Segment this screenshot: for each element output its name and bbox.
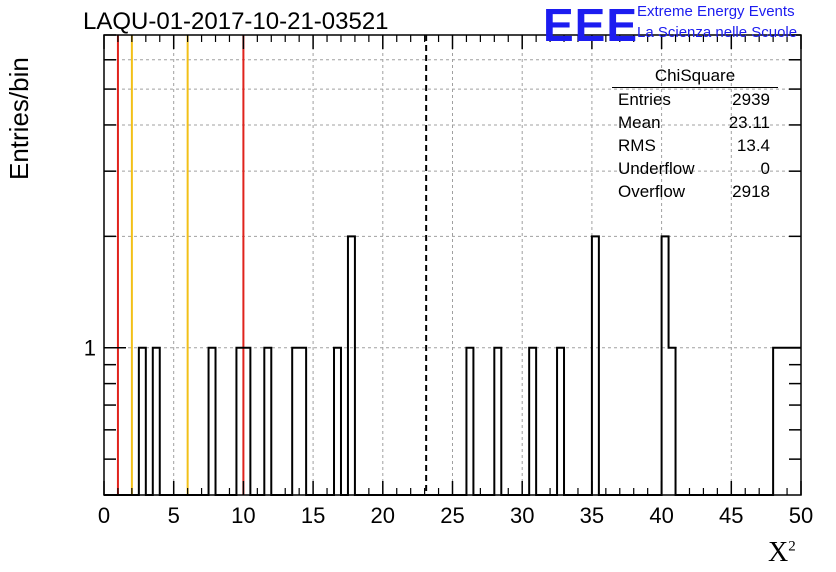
histogram-bin — [669, 348, 676, 495]
histogram-bin — [243, 348, 250, 495]
stats-label: RMS — [618, 136, 656, 155]
x-tick-label: 40 — [649, 503, 673, 528]
histogram-bin — [139, 348, 146, 495]
stats-label: Overflow — [618, 182, 686, 201]
histogram-bin — [662, 236, 669, 495]
histogram-bin — [557, 348, 564, 495]
histogram-bin — [153, 348, 160, 495]
x-axis-label-base: X — [768, 537, 789, 568]
histogram-bin — [209, 348, 216, 495]
stats-row-entries: Entries 2939 — [612, 90, 778, 113]
x-tick-label: 25 — [440, 503, 464, 528]
stats-value: 2918 — [732, 182, 770, 201]
histogram-outline — [104, 235, 801, 496]
stats-row-mean: Mean 23.11 — [612, 113, 778, 136]
stats-value: 23.11 — [728, 113, 770, 132]
x-tick-label: 15 — [301, 503, 325, 528]
x-tick-label: 35 — [580, 503, 604, 528]
histogram-bin — [529, 348, 536, 495]
x-tick-label: 10 — [231, 503, 255, 528]
histogram-bin — [299, 348, 306, 495]
histogram-bin — [787, 348, 794, 495]
histogram-bin — [264, 348, 271, 495]
stats-box: ChiSquare Entries 2939 Mean 23.11 RMS 13… — [612, 66, 778, 205]
stats-value: 13.4 — [736, 136, 770, 155]
stats-label: Mean — [618, 113, 661, 132]
x-axis-ticks: 0 5 10 15 20 25 30 35 40 45 50 — [98, 35, 813, 528]
histogram-bin — [494, 348, 501, 495]
x-tick-label: 45 — [719, 503, 743, 528]
stats-label: Underflow — [618, 159, 695, 178]
logo-line-1: Extreme Energy Events — [637, 3, 795, 20]
x-tick-label: 5 — [168, 503, 180, 528]
stats-value: 2939 — [732, 90, 770, 109]
histogram-bin — [794, 348, 801, 495]
histogram-bin — [348, 236, 355, 495]
x-tick-label: 50 — [789, 503, 813, 528]
stats-row-rms: RMS 13.4 — [612, 136, 778, 159]
histogram-bin — [466, 348, 473, 495]
x-tick-label: 0 — [98, 503, 110, 528]
logo-line-2: La Scienza nelle Scuole — [637, 24, 798, 41]
x-axis-label: X2 — [768, 537, 796, 569]
x-axis-label-superscript: 2 — [788, 538, 796, 555]
y-tick-label: 1 — [84, 336, 96, 361]
stats-row-underflow: Underflow 0 — [612, 159, 778, 182]
y-axis-label: Entries/bin — [4, 57, 34, 180]
histogram-bars — [104, 235, 801, 496]
histogram-bin — [773, 348, 780, 495]
eee-logo-mark: EEE — [543, 0, 639, 51]
stats-row-overflow: Overflow 2918 — [612, 182, 778, 205]
chart-title: LAQU-01-2017-10-21-03521 — [83, 8, 389, 35]
stats-value: 0 — [760, 159, 770, 178]
y-axis-ticks: 1 — [84, 34, 801, 460]
x-tick-label: 30 — [510, 503, 534, 528]
reference-lines — [116, 35, 428, 495]
x-tick-label: 20 — [371, 503, 395, 528]
stats-label: Entries — [618, 90, 671, 109]
histogram-bin — [292, 348, 299, 495]
stats-title: ChiSquare — [612, 66, 778, 88]
histogram-bin — [236, 348, 243, 495]
histogram-bin — [592, 236, 599, 495]
histogram-bin — [780, 348, 787, 495]
histogram-bin — [334, 348, 341, 495]
